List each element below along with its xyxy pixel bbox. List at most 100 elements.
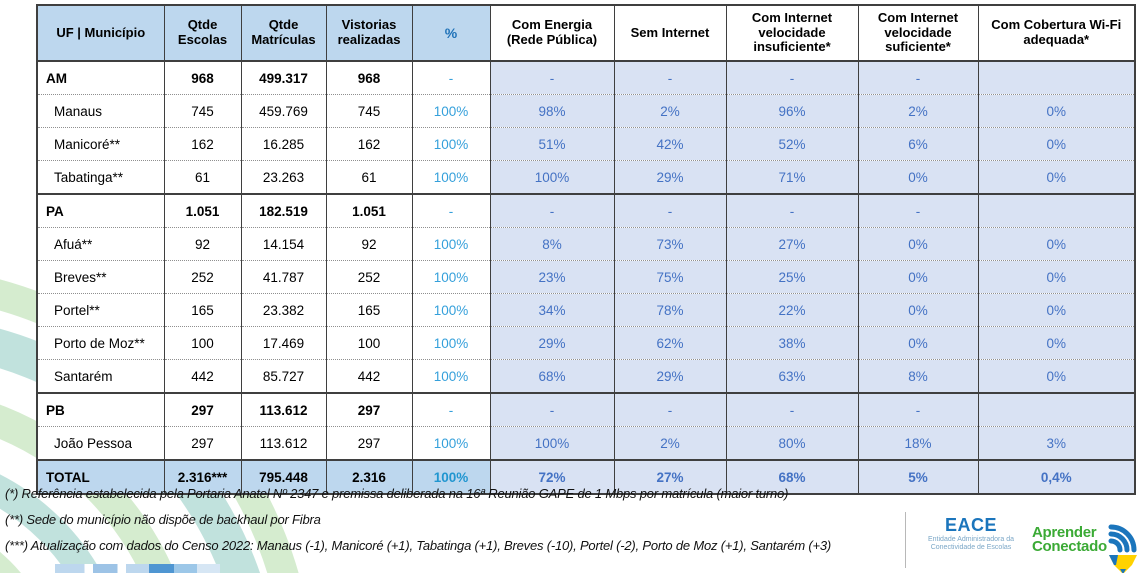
cell: 0% bbox=[857, 227, 979, 261]
cell: 27% bbox=[613, 459, 727, 494]
table-body: AM 968 499.317 968- - - - - Manaus 745 459.769 745 1… bbox=[36, 60, 1136, 494]
cell: 100% bbox=[411, 127, 491, 161]
cell: 297 bbox=[163, 392, 242, 427]
table-row: Manaus 745 459.769 745 100% 98% 2% 96% 2% 0% bbox=[36, 94, 1136, 128]
row-label: Manicoré** bbox=[36, 127, 165, 161]
eace-logo-text: EACE bbox=[944, 515, 997, 535]
table-row: PB 297 113.612 297- - - - - bbox=[36, 392, 1136, 427]
aprender-conectado-logo: Aprender Conectado bbox=[1032, 518, 1138, 573]
cell: 72% bbox=[489, 459, 615, 494]
cell: 442 bbox=[325, 359, 413, 393]
cell: 51% bbox=[489, 127, 615, 161]
cell: - bbox=[857, 392, 979, 427]
cell: 92 bbox=[163, 227, 242, 261]
cell: 252 bbox=[325, 260, 413, 294]
logo-divider bbox=[905, 512, 906, 568]
column-header-qtde-matriculas: Qtde Matrículas bbox=[240, 5, 327, 62]
cell: 27% bbox=[725, 227, 859, 261]
cell: 61 bbox=[325, 160, 413, 194]
footnotes: (*) Referência estabelecida pela Portari… bbox=[5, 486, 831, 564]
cell: 0% bbox=[857, 293, 979, 327]
header-row: UF | Município Qtde Escolas Qtde Matrícu… bbox=[36, 5, 1136, 62]
cell: - bbox=[411, 193, 491, 228]
aprender-logo-line2: Conectado bbox=[1032, 538, 1107, 555]
cell: 0% bbox=[977, 127, 1136, 161]
cell: 459.769 bbox=[240, 94, 327, 128]
cell: 0% bbox=[977, 359, 1136, 393]
cell: 23% bbox=[489, 260, 615, 294]
cell: 68% bbox=[489, 359, 615, 393]
cell: - bbox=[613, 392, 727, 427]
cell: - bbox=[489, 60, 615, 95]
table-row: Manicoré** 162 16.285 162 100% 51% 42% 52% 6% 0% bbox=[36, 127, 1136, 161]
cell: 17.469 bbox=[240, 326, 327, 360]
cell: 2.316 bbox=[325, 459, 413, 494]
connectivity-table: UF | Município Qtde Escolas Qtde Matrícu… bbox=[36, 4, 1136, 495]
cell: 0% bbox=[977, 160, 1136, 194]
row-label: João Pessoa bbox=[36, 426, 165, 460]
table-row: Santarém 442 85.727 442 100% 68% 29% 63% 8% 0% bbox=[36, 359, 1136, 393]
cell: 297 bbox=[163, 426, 242, 460]
cell: 2% bbox=[613, 94, 727, 128]
cell: 2.316*** bbox=[163, 459, 242, 494]
cell: 0% bbox=[977, 260, 1136, 294]
footnote-2: (**) Sede do município não dispõe de bac… bbox=[5, 512, 321, 527]
cell: - bbox=[857, 60, 979, 95]
cell: 2% bbox=[857, 94, 979, 128]
footnote-1: (*) Referência estabelecida pela Portari… bbox=[5, 486, 789, 501]
cell: 795.448 bbox=[240, 459, 327, 494]
cell: 96% bbox=[725, 94, 859, 128]
aprender-logo-line1: Aprender bbox=[1032, 524, 1097, 541]
cell: 100% bbox=[411, 227, 491, 261]
row-label: Afuá** bbox=[36, 227, 165, 261]
row-label: Manaus bbox=[36, 94, 165, 128]
cell: 0% bbox=[977, 94, 1136, 128]
cell: 92 bbox=[325, 227, 413, 261]
table-row: Porto de Moz** 100 17.469 100 100% 29% 62% 38% 0… bbox=[36, 326, 1136, 360]
column-header-vistorias: Vistorias realizadas bbox=[325, 5, 413, 62]
cell: 499.317 bbox=[240, 60, 327, 95]
cell: 297 bbox=[325, 392, 413, 427]
table-row: AM 968 499.317 968- - - - - bbox=[36, 60, 1136, 95]
cell: - bbox=[613, 193, 727, 228]
cell: 62% bbox=[613, 326, 727, 360]
cell: 442 bbox=[163, 359, 242, 393]
column-header-qtde-escolas: Qtde Escolas bbox=[163, 5, 242, 62]
cell: 100% bbox=[411, 359, 491, 393]
cell: 0% bbox=[977, 293, 1136, 327]
eace-subtitle-line2: Conectividade de Escolas bbox=[930, 544, 1012, 551]
cell: 68% bbox=[725, 459, 859, 494]
cell: 100% bbox=[489, 426, 615, 460]
cell: 38% bbox=[725, 326, 859, 360]
footnote-3: (***) Atualização com dados do Censo 202… bbox=[5, 538, 832, 553]
cell: 63% bbox=[725, 359, 859, 393]
cell: 162 bbox=[325, 127, 413, 161]
cell: 100% bbox=[411, 459, 491, 494]
cell: 0% bbox=[977, 326, 1136, 360]
table-row: Breves** 252 41.787 252 100% 23% 75% 25% 0% 0% bbox=[36, 260, 1136, 294]
column-header-uf-municipio: UF | Município bbox=[36, 5, 165, 62]
cell: 297 bbox=[325, 426, 413, 460]
cell: 182.519 bbox=[240, 193, 327, 228]
row-label: Breves** bbox=[36, 260, 165, 294]
cell: 745 bbox=[325, 94, 413, 128]
cell: 78% bbox=[613, 293, 727, 327]
cell: 968 bbox=[325, 60, 413, 95]
cell: 8% bbox=[857, 359, 979, 393]
cell: 113.612 bbox=[240, 392, 327, 427]
cell: - bbox=[725, 60, 859, 95]
cell: 100% bbox=[411, 293, 491, 327]
cell: 0% bbox=[857, 326, 979, 360]
table-row: Afuá** 92 14.154 92 100% 8% 73% 27% 0% 0% bbox=[36, 227, 1136, 261]
cell: 100% bbox=[411, 326, 491, 360]
column-header-internet-insuficiente: Com Internet velocidade insuficiente* bbox=[725, 5, 859, 62]
cell: 5% bbox=[857, 459, 979, 494]
cell: 100% bbox=[411, 160, 491, 194]
cell: - bbox=[613, 60, 727, 95]
cell: 2% bbox=[613, 426, 727, 460]
column-header-internet-suficiente: Com Internet velocidade suficiente* bbox=[857, 5, 979, 62]
cell: 75% bbox=[613, 260, 727, 294]
connectivity-table-wrap: UF | Município Qtde Escolas Qtde Matrícu… bbox=[36, 4, 1136, 495]
cell bbox=[977, 60, 1136, 95]
table-row: Tabatinga** 61 23.263 61 100% 100% 29% 71% 0% 0% bbox=[36, 160, 1136, 194]
